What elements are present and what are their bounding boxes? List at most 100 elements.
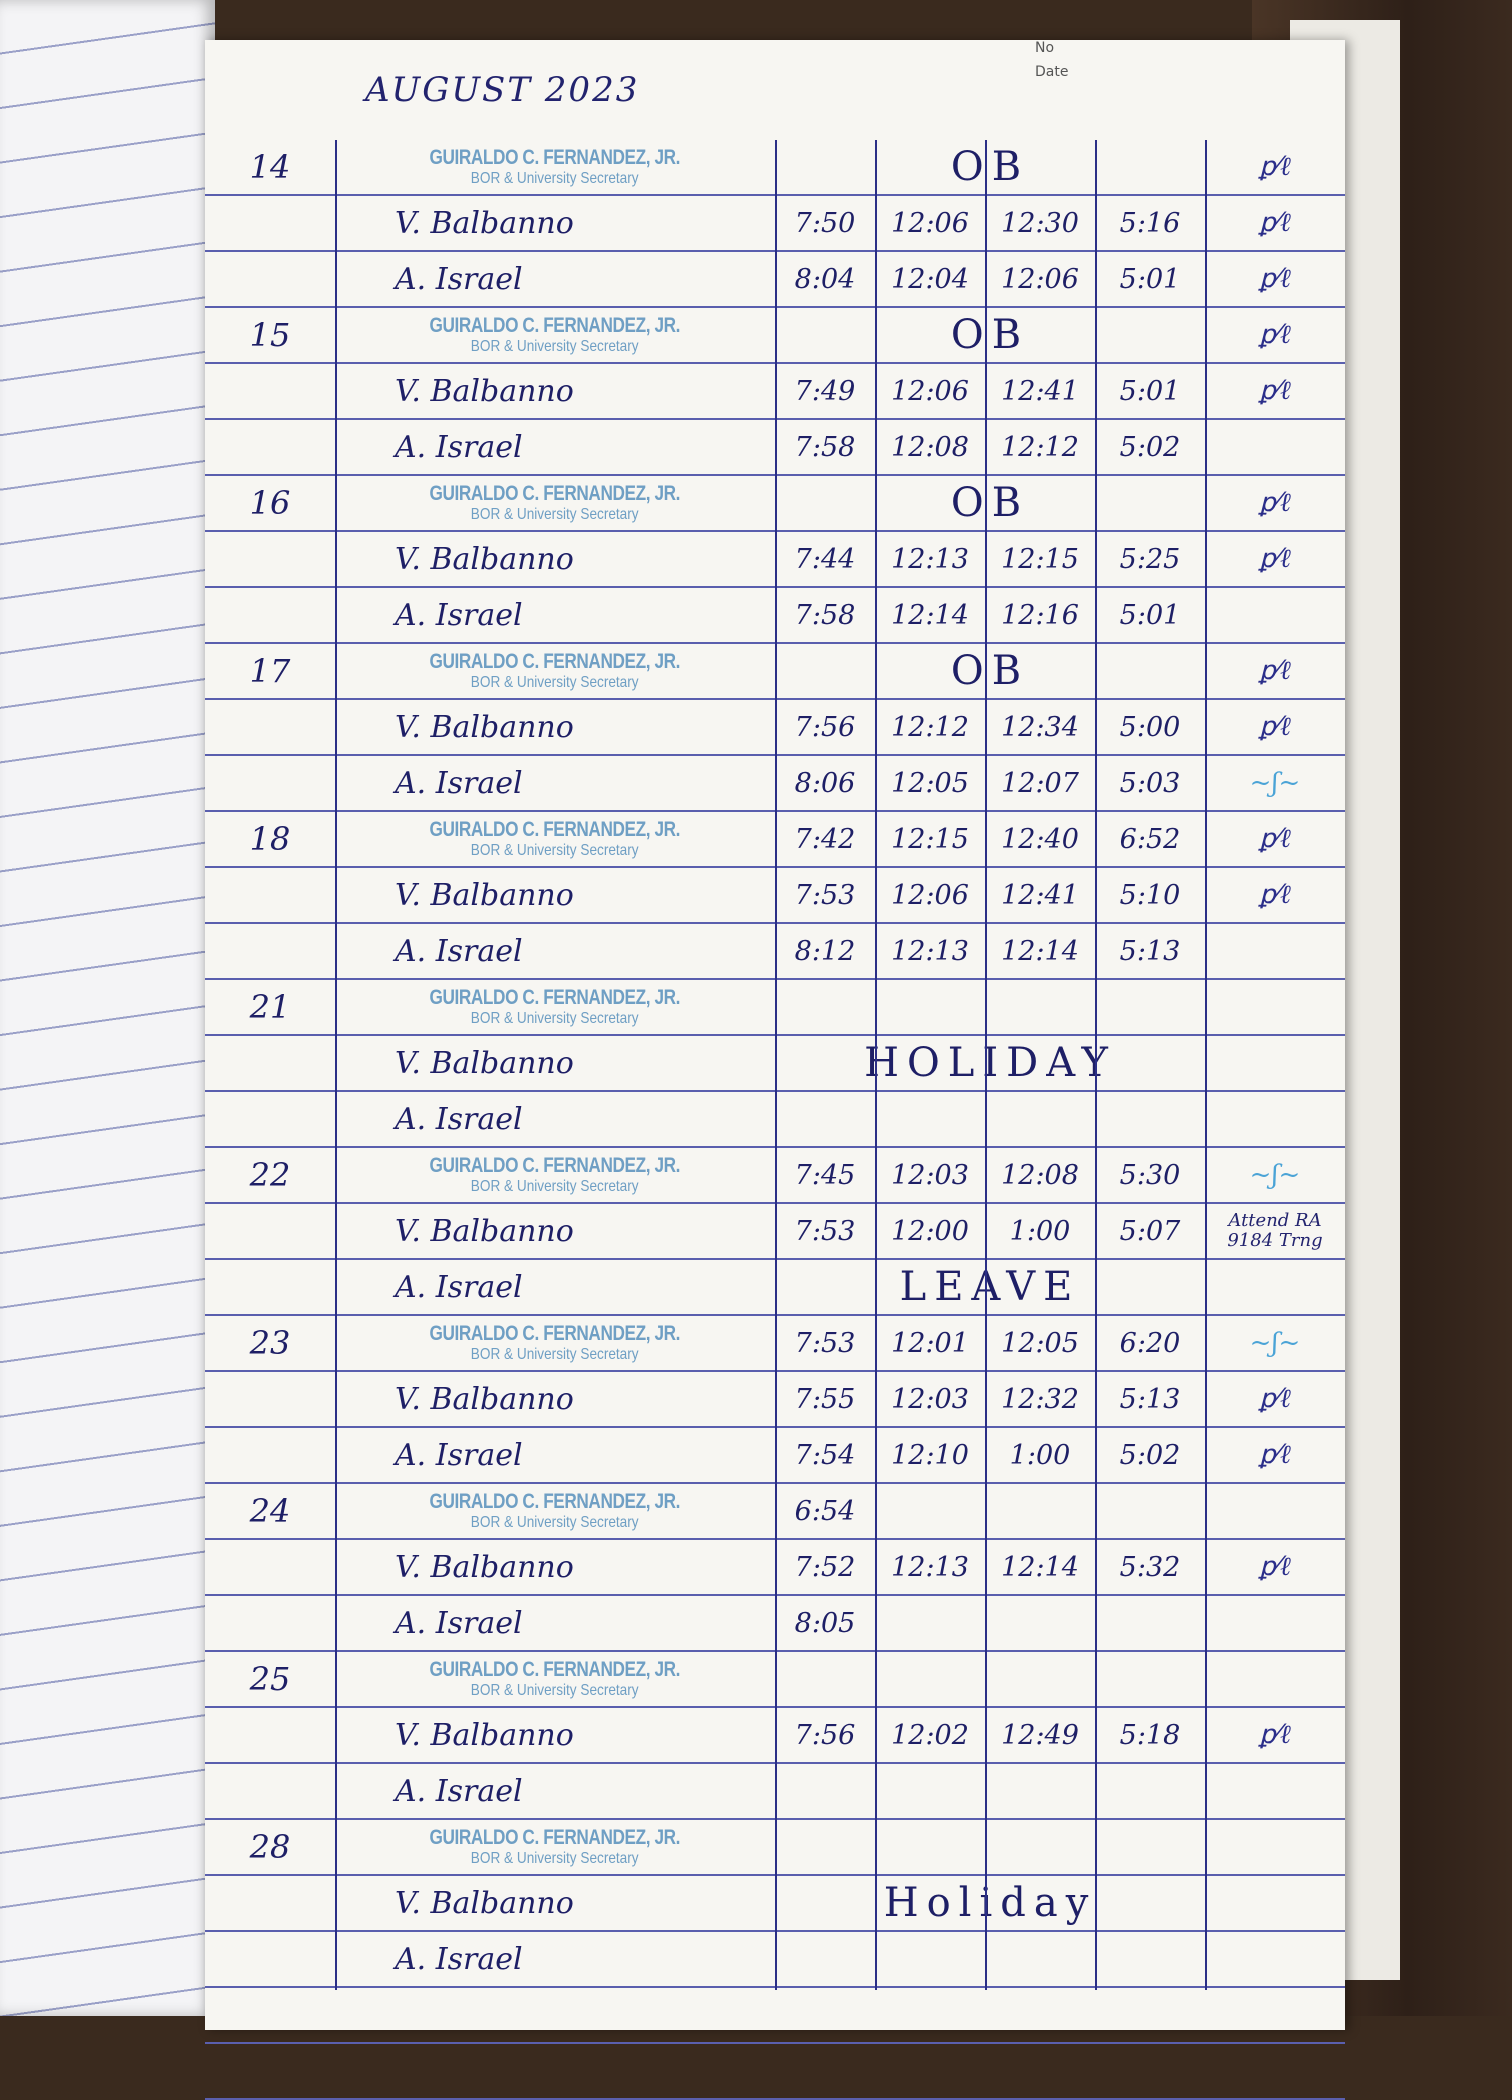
employee-name: A. Israel [395, 597, 523, 633]
date-cell: 14 [249, 148, 291, 186]
pm-departure-time: 6:52 [1119, 823, 1181, 855]
pm-arrival-time: 12:07 [1001, 767, 1079, 799]
stamp-name: GUIRALDO C. FERNANDEZ, JR. [429, 1658, 681, 1681]
initials-signature: ꝑ⁄ℓ [1259, 208, 1291, 238]
initials-signature: ꝑ⁄ℓ [1259, 320, 1291, 350]
am-departure-time: 12:13 [891, 1551, 969, 1583]
pm-arrival-time: 12:34 [1001, 711, 1079, 743]
am-arrival-time: 7:55 [794, 1383, 856, 1415]
am-arrival-time: 8:05 [794, 1607, 856, 1639]
pm-arrival-time: 1:00 [1009, 1215, 1071, 1247]
university-secretary-stamp: GUIRALDO C. FERNANDEZ, JR. BOR & Universi… [335, 1652, 775, 1706]
university-secretary-stamp: GUIRALDO C. FERNANDEZ, JR. BOR & Universi… [335, 1820, 775, 1874]
table-row: 24 GUIRALDO C. FERNANDEZ, JR. BOR & Univer… [205, 1484, 1345, 1540]
am-arrival-time: 8:12 [794, 935, 856, 967]
pm-departure-time: 5:01 [1119, 375, 1181, 407]
date-label: Date [1035, 64, 1069, 80]
initials-signature: ꝑ⁄ℓ [1259, 1720, 1291, 1750]
am-arrival-time: 7:44 [794, 543, 856, 575]
pm-departure-time [1095, 1596, 1205, 1650]
stamp-title: BOR & University Secretary [471, 1850, 639, 1867]
employee-name: V. Balbanno [395, 1213, 574, 1249]
stamp-title: BOR & University Secretary [471, 170, 639, 187]
pm-arrival-time: 12:05 [1001, 1327, 1079, 1359]
employee-name: V. Balbanno [395, 1045, 574, 1081]
initials-signature: ꝑ⁄ℓ [1259, 264, 1291, 294]
date-cell: 15 [249, 316, 291, 354]
am-departure-time: 12:08 [891, 431, 969, 463]
pm-arrival-time: 12:40 [1001, 823, 1079, 855]
stamp-name: GUIRALDO C. FERNANDEZ, JR. [429, 482, 681, 505]
column-divider [1205, 140, 1207, 1990]
date-cell: 25 [249, 1660, 291, 1698]
employee-name: A. Israel [395, 765, 523, 801]
pm-arrival-time: 12:08 [1001, 1159, 1079, 1191]
pm-departure-time: 5:01 [1119, 263, 1181, 295]
pm-departure-time: 5:25 [1119, 543, 1181, 575]
date-cell: 17 [249, 652, 291, 690]
remark-text: Attend RA 9184 Trng [1227, 1210, 1323, 1251]
initials-signature: ꝑ⁄ℓ [1259, 712, 1291, 742]
column-divider [985, 140, 987, 1990]
am-departure-time: 12:06 [891, 375, 969, 407]
am-departure-time [875, 1484, 985, 1538]
am-arrival-time: 7:56 [794, 1719, 856, 1751]
employee-name: V. Balbanno [395, 541, 574, 577]
pm-arrival-time: 12:49 [1001, 1719, 1079, 1751]
employee-name: V. Balbanno [395, 373, 574, 409]
column-divider [875, 140, 877, 1990]
stamp-title: BOR & University Secretary [471, 1682, 639, 1699]
pm-departure-time: 5:16 [1119, 207, 1181, 239]
am-arrival-time: 7:58 [794, 599, 856, 631]
am-departure-time [875, 1596, 985, 1650]
date-cell: 23 [249, 1324, 291, 1362]
status-note: HOLIDAY [864, 1040, 1116, 1086]
pm-arrival-time [985, 1484, 1095, 1538]
column-divider [1095, 140, 1097, 1990]
am-departure-time: 12:06 [891, 207, 969, 239]
empty-row [205, 1988, 1345, 2044]
pm-arrival-time: 1:00 [1009, 1439, 1071, 1471]
signature-blue-signature: ~ʃ~ [1249, 768, 1301, 798]
am-departure-time: 12:05 [891, 767, 969, 799]
pm-departure-time: 5:00 [1119, 711, 1181, 743]
pm-arrival-time: 12:12 [1001, 431, 1079, 463]
pm-arrival-time: 12:14 [1001, 935, 1079, 967]
previous-page [0, 0, 215, 2016]
am-arrival-time: 6:54 [794, 1495, 856, 1527]
pm-arrival-time: 12:41 [1001, 375, 1079, 407]
university-secretary-stamp: GUIRALDO C. FERNANDEZ, JR. BOR & Universi… [335, 308, 775, 362]
initials-signature: ꝑ⁄ℓ [1259, 152, 1291, 182]
date-cell: 21 [249, 988, 291, 1026]
am-arrival-time: 7:49 [794, 375, 856, 407]
pm-arrival-time: 12:32 [1001, 1383, 1079, 1415]
pm-departure-time: 5:13 [1119, 935, 1181, 967]
status-note: OB [950, 480, 1030, 526]
employee-name: A. Israel [395, 1773, 523, 1809]
university-secretary-stamp: GUIRALDO C. FERNANDEZ, JR. BOR & Universi… [335, 1484, 775, 1538]
pm-departure-time: 5:03 [1119, 767, 1181, 799]
am-arrival-time: 7:42 [794, 823, 856, 855]
stamp-name: GUIRALDO C. FERNANDEZ, JR. [429, 986, 681, 1009]
pm-departure-time [1095, 1484, 1205, 1538]
pm-departure-time: 5:30 [1119, 1159, 1181, 1191]
stamp-name: GUIRALDO C. FERNANDEZ, JR. [429, 314, 681, 337]
am-arrival-time: 7:53 [794, 1327, 856, 1359]
initials-signature: ꝑ⁄ℓ [1259, 544, 1291, 574]
stamp-title: BOR & University Secretary [471, 1346, 639, 1363]
am-arrival-time: 7:53 [794, 1215, 856, 1247]
stamp-name: GUIRALDO C. FERNANDEZ, JR. [429, 650, 681, 673]
employee-name: V. Balbanno [395, 1885, 574, 1921]
initials-signature: ꝑ⁄ℓ [1259, 376, 1291, 406]
stamp-name: GUIRALDO C. FERNANDEZ, JR. [429, 146, 681, 169]
employee-name: A. Israel [395, 1437, 523, 1473]
university-secretary-stamp: GUIRALDO C. FERNANDEZ, JR. BOR & Universi… [335, 812, 775, 866]
employee-name: A. Israel [395, 261, 523, 297]
pm-arrival-time: 12:30 [1001, 207, 1079, 239]
status-note: LEAVE [899, 1264, 1081, 1310]
am-departure-time: 12:13 [891, 543, 969, 575]
employee-name: V. Balbanno [395, 877, 574, 913]
initials-signature: ꝑ⁄ℓ [1259, 656, 1291, 686]
status-note: OB [950, 144, 1030, 190]
employee-name: V. Balbanno [395, 1717, 574, 1753]
